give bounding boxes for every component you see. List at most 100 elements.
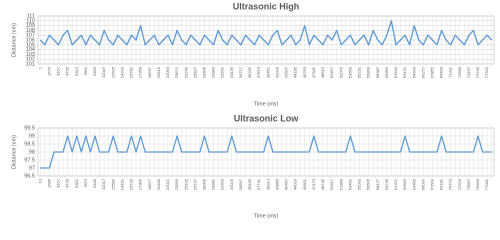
- x-tick-label: 28309: [202, 178, 207, 190]
- y-tick-label: 106: [26, 37, 35, 43]
- y-tick-label: 102: [26, 57, 35, 63]
- x-tick-label: 22093: [165, 66, 170, 78]
- y-tick-label: 108: [26, 28, 35, 34]
- x-tick-label: 9445: [92, 178, 97, 188]
- x-tick-label: 37873: [256, 66, 261, 78]
- x-tick-label: 26827: [192, 66, 197, 78]
- x-tick-label: 51889: [338, 178, 343, 190]
- x-tick-label: 69181: [439, 178, 444, 190]
- x-tick-label: 39451: [265, 66, 270, 78]
- x-tick-label: 42457: [284, 178, 289, 190]
- y-tick-label: 101: [26, 61, 35, 67]
- x-tick-label: 15781: [129, 66, 134, 78]
- x-tick-label: 4735: [65, 66, 70, 76]
- x-tick-label: 61321: [393, 178, 398, 190]
- x-tick-label: 11017: [101, 178, 106, 190]
- x-tick-label: 33139: [229, 66, 234, 78]
- y-tick-label: 99: [29, 133, 35, 139]
- x-tick-label: 17305: [138, 178, 143, 190]
- x-tick-label: 63121: [402, 66, 407, 78]
- y-tick-label: 97.5: [24, 157, 35, 163]
- x-tick-label: 31561: [220, 66, 225, 78]
- x-tick-label: 73897: [466, 178, 471, 190]
- x-tick-label: 52075: [338, 66, 343, 78]
- x-tick-label: 34717: [238, 66, 243, 78]
- x-axis-title: Time (ms): [254, 213, 279, 219]
- x-axis-title: Time (ms): [254, 101, 279, 107]
- x-tick-label: 74167: [466, 66, 471, 78]
- x-tick-label: 1585: [46, 178, 51, 188]
- x-tick-label: 59749: [384, 178, 389, 190]
- x-tick-label: 28405: [202, 66, 207, 78]
- x-tick-label: 44029: [293, 178, 298, 190]
- x-tick-label: 33025: [229, 178, 234, 190]
- x-tick-label: 50497: [329, 66, 334, 78]
- y-tick-label: 105: [26, 42, 35, 48]
- x-tick-label: 48745: [320, 178, 325, 190]
- x-tick-label: 22021: [165, 178, 170, 190]
- x-tick-label: 71011: [448, 66, 453, 78]
- x-tick-label: 56605: [366, 178, 371, 190]
- x-tick-label: 13: [37, 178, 42, 183]
- x-tick-label: 44185: [293, 66, 298, 78]
- x-tick-label: 29881: [211, 178, 216, 190]
- x-tick-label: 58177: [375, 178, 380, 190]
- chart-title: Ultrasonic Low: [234, 113, 300, 123]
- x-tick-label: 25165: [183, 178, 188, 190]
- y-tick-label: 111: [27, 13, 35, 19]
- x-tick-label: 69433: [439, 66, 444, 78]
- x-tick-label: 61543: [393, 66, 398, 78]
- y-tick-label: 107: [26, 33, 35, 39]
- x-tick-label: 70753: [448, 178, 453, 190]
- y-axis-title: Distance (cm): [11, 23, 17, 57]
- x-tick-label: 64699: [411, 66, 416, 78]
- x-tick-label: 7873: [83, 178, 88, 188]
- x-tick-label: 3157: [56, 178, 61, 188]
- x-tick-label: 18937: [147, 66, 152, 78]
- x-tick-label: 25249: [183, 66, 188, 78]
- x-tick-label: 77323: [484, 66, 489, 78]
- y-tick-label: 97: [29, 165, 35, 171]
- x-tick-label: 12625: [110, 66, 115, 78]
- y-tick-label: 109: [26, 23, 35, 29]
- x-tick-label: 75745: [475, 66, 480, 78]
- y-tick-label: 96.5: [24, 173, 35, 179]
- x-tick-label: 3157: [56, 66, 61, 76]
- x-tick-label: 48919: [320, 66, 325, 78]
- x-tick-label: 36169: [247, 178, 252, 190]
- x-tick-label: 1579: [46, 66, 51, 76]
- x-tick-label: 77041: [484, 178, 489, 190]
- x-tick-label: 55033: [357, 178, 362, 190]
- x-tick-label: 47173: [311, 178, 316, 190]
- data-line: [40, 135, 492, 169]
- x-tick-label: 23671: [174, 66, 179, 78]
- x-tick-label: 31453: [220, 178, 225, 190]
- x-tick-label: 45601: [302, 178, 307, 190]
- x-tick-label: 14203: [119, 66, 124, 78]
- chart-title: Ultrasonic High: [233, 1, 300, 11]
- x-tick-label: 26737: [192, 178, 197, 190]
- x-tick-label: 41029: [274, 66, 279, 78]
- x-tick-label: 6313: [74, 66, 79, 76]
- x-tick-label: 36295: [247, 66, 252, 78]
- y-tick-label: 110: [26, 18, 35, 24]
- x-tick-label: 64465: [411, 178, 416, 190]
- y-tick-label: 99.5: [24, 125, 35, 131]
- y-tick-label: 98.5: [24, 141, 35, 147]
- x-tick-label: 53653: [347, 66, 352, 78]
- x-tick-label: 4729: [65, 178, 70, 188]
- x-tick-label: 72325: [457, 178, 462, 190]
- x-tick-label: 6301: [74, 178, 79, 188]
- x-tick-label: 1: [37, 66, 42, 69]
- x-tick-label: 66037: [420, 178, 425, 190]
- x-tick-label: 37741: [256, 178, 261, 190]
- data-line: [39, 20, 493, 46]
- x-tick-label: 18877: [147, 178, 152, 190]
- plot-frame: [37, 15, 495, 65]
- x-tick-label: 75469: [475, 178, 480, 190]
- x-tick-label: 9469: [92, 66, 97, 76]
- x-tick-label: 23593: [174, 178, 179, 190]
- y-axis-title: Distance (cm): [11, 135, 17, 169]
- y-tick-label: 98: [29, 149, 35, 155]
- x-tick-label: 50317: [329, 178, 334, 190]
